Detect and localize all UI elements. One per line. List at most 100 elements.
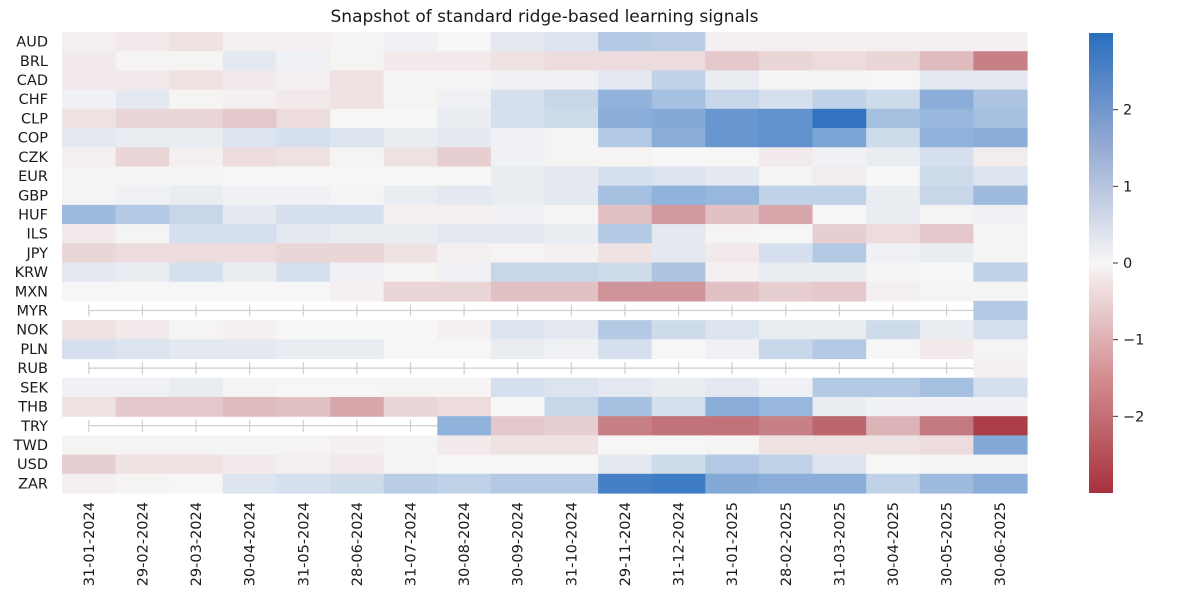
heatmap-cell [330,166,385,187]
heatmap-cell [222,473,278,494]
heatmap-cell [169,89,224,110]
heatmap-cell [758,224,814,244]
heatmap-cell [383,396,438,417]
y-tick-label: RUB [17,361,48,377]
heatmap-cell [330,454,385,475]
heatmap-cell [758,147,814,168]
heatmap-cell [866,147,921,168]
heatmap-cell [598,70,653,91]
heatmap-cell [383,108,438,129]
heatmap-cell [919,377,974,398]
heatmap-cell [812,377,867,398]
heatmap-cell [383,70,438,91]
heatmap-cell [651,435,706,456]
heatmap-cell [62,204,117,225]
heatmap-cell [705,89,760,110]
heatmap-cell [330,204,385,225]
heatmap-cell [437,128,492,148]
heatmap-cell [276,128,331,148]
heatmap-cell [115,396,170,417]
y-tick-label: CZK [18,150,48,166]
heatmap-cell [758,281,814,302]
colorbar-tick-label: −2 [1123,409,1144,425]
heatmap-cell [490,70,546,91]
heatmap-cell [866,320,921,340]
heatmap-cell [115,89,170,110]
heatmap-cell [651,454,706,475]
heatmap-cell [812,108,867,129]
heatmap-cell [62,339,117,360]
heatmap-cell [383,204,438,225]
heatmap-cell [222,243,278,264]
heatmap-cell [651,128,706,148]
heatmap-cell [62,224,117,244]
heatmap-cell [758,396,814,417]
heatmap-cell [383,185,438,206]
y-tick-label: MXN [15,284,48,300]
heatmap-cell [437,32,492,52]
heatmap-cell [437,243,492,264]
heatmap-cell [169,281,224,302]
heatmap-cell [169,108,224,129]
heatmap-cell [705,128,760,148]
heatmap-cell [115,185,170,206]
y-tick-label: EUR [18,169,48,185]
heatmap-cell [598,243,653,264]
heatmap-cell [973,262,1028,283]
heatmap-cell [812,243,867,264]
heatmap-cell [544,396,599,417]
heatmap-cell [598,224,653,244]
heatmap-cell [115,377,170,398]
heatmap-cell [598,281,653,302]
heatmap-cell [651,473,706,494]
heatmap-cell [973,416,1028,436]
heatmap-cell [490,262,546,283]
heatmap-cell [973,128,1028,148]
heatmap-cell [490,473,546,494]
heatmap-cell [651,224,706,244]
heatmap-cell [598,339,653,360]
heatmap-cell [490,396,546,417]
heatmap-cell [62,396,117,417]
heatmap-cell [62,70,117,91]
heatmap-cell [490,51,546,72]
x-tick-label: 31-10-2024 [564,502,580,586]
heatmap-cell [490,204,546,225]
heatmap-cell [169,204,224,225]
y-tick-label: HUF [18,207,48,223]
heatmap-cell [973,358,1028,379]
heatmap-cell [490,224,546,244]
heatmap-cell [276,204,331,225]
heatmap-cell [115,166,170,187]
heatmap-cell [973,377,1028,398]
heatmap-cell [866,204,921,225]
heatmap-cell [330,108,385,129]
heatmap-cell [437,435,492,456]
colorbar-ticks: 2 1 0 −1 −2 [1113,103,1144,425]
heatmap-cell [222,454,278,475]
heatmap-cell [115,435,170,456]
heatmap-cell [705,185,760,206]
heatmap-cell [544,32,599,52]
heatmap-cell [812,128,867,148]
heatmap-cell [383,147,438,168]
heatmap-cell [437,454,492,475]
heatmap-cell [758,454,814,475]
heatmap-cell [544,473,599,494]
heatmap-cell [598,416,653,436]
heatmap-cell [651,243,706,264]
heatmap-cell [383,51,438,72]
heatmap-cell [383,89,438,110]
y-tick-label: TWD [13,438,48,454]
heatmap-cell [169,396,224,417]
heatmap-cell [866,454,921,475]
heatmap-cell [544,224,599,244]
heatmap-cell [62,166,117,187]
heatmap-cell [973,454,1028,475]
x-tick-labels: 31-01-2024 29-02-2024 29-03-2024 30-04-2024… [82,502,1009,586]
heatmap-cell [490,147,546,168]
heatmap-cell [169,128,224,148]
heatmap-cell [437,396,492,417]
heatmap-cell [62,320,117,340]
heatmap-cell [383,243,438,264]
